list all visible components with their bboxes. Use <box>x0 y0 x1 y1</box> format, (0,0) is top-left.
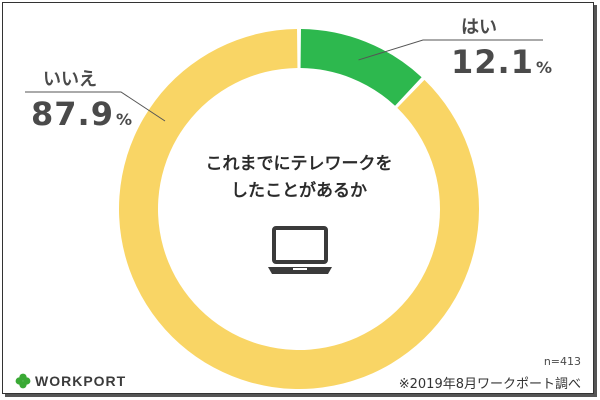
leader-line-yes <box>358 39 543 61</box>
slice-no <box>119 29 480 390</box>
yes-percent: 12.1 <box>451 43 534 81</box>
no-label: いいえ <box>43 69 97 90</box>
no-value: 87.9% <box>31 95 132 133</box>
yes-percent-sign: % <box>535 58 552 77</box>
clover-icon <box>15 373 31 389</box>
workport-logo: WORKPORT <box>15 373 126 389</box>
brand-name: WORKPORT <box>35 373 127 389</box>
sample-size: n=413 <box>543 355 581 368</box>
no-percent-sign: % <box>115 110 132 129</box>
laptop-icon <box>268 226 332 274</box>
chart-title: これまでにテレワークを したことがあるか <box>205 154 393 201</box>
yes-label: はい <box>461 17 497 38</box>
donut-chart <box>25 29 543 390</box>
yes-value: 12.1% <box>451 43 552 81</box>
no-percent: 87.9 <box>31 95 114 133</box>
source-note: ※2019年8月ワークポート調べ <box>398 377 581 392</box>
chart-frame: これまでにテレワークを したことがあるか はい 12.1% いいえ 87.9% … <box>2 2 594 394</box>
leader-line-no <box>25 91 166 122</box>
slice-yes <box>300 29 422 106</box>
